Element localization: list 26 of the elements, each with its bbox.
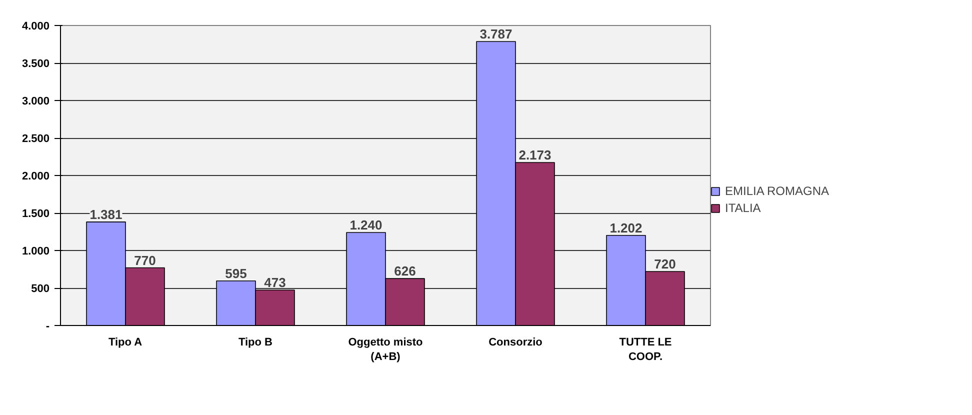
data-label: 3.787 bbox=[480, 26, 512, 42]
data-label: 473 bbox=[264, 275, 286, 290]
y-tick-label: 3.000 bbox=[22, 96, 50, 108]
x-tick-label: Tipo B bbox=[238, 336, 273, 348]
y-tick-label: 1.000 bbox=[22, 246, 50, 258]
x-tick-label: Tipo A bbox=[108, 336, 142, 348]
data-label: 626 bbox=[394, 264, 416, 279]
y-tick-label: 2.000 bbox=[22, 170, 50, 182]
y-tick-label: 500 bbox=[31, 283, 50, 295]
x-tick-label: Consorzio bbox=[488, 336, 543, 348]
y-tick-label: - bbox=[46, 320, 50, 332]
data-label: 770 bbox=[134, 252, 156, 268]
data-label: 2.173 bbox=[518, 148, 552, 163]
x-tick-label: TUTTE LE COOP. bbox=[619, 336, 672, 363]
x-tick-label: Oggetto misto (A+B) bbox=[348, 336, 424, 363]
data-label: 595 bbox=[225, 266, 247, 281]
legend-label: ITALIA bbox=[725, 201, 761, 215]
data-label: 720 bbox=[654, 256, 676, 272]
data-label: 1.240 bbox=[350, 218, 382, 232]
y-tick-label: 3.500 bbox=[22, 58, 50, 70]
data-label: 1.202 bbox=[610, 220, 642, 236]
y-tick-label: 2.500 bbox=[22, 133, 50, 145]
data-label: 1.381 bbox=[90, 206, 122, 222]
y-tick-label: 1.500 bbox=[22, 208, 50, 220]
y-tick-label: 4.000 bbox=[22, 20, 50, 32]
legend-label: EMILIA ROMAGNA bbox=[725, 184, 830, 198]
